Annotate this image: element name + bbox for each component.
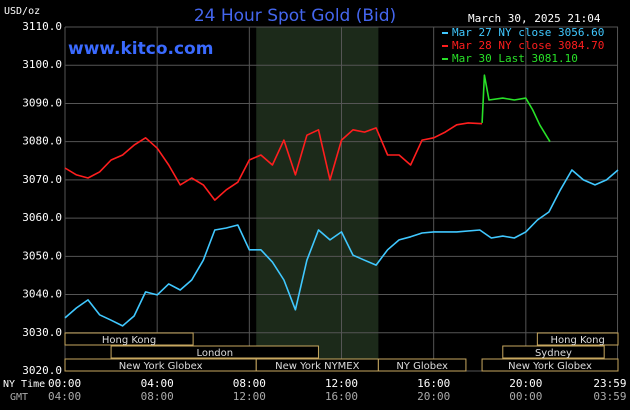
session-label: Hong Kong [550, 335, 604, 346]
y-tick-label: 3030.0 [22, 326, 62, 339]
chart-title: 24 Hour Spot Gold (Bid) [194, 6, 396, 26]
session-label: London [196, 348, 233, 359]
x-tick-label: 08:00 [233, 377, 266, 390]
session-label: New York NYMEX [275, 361, 360, 372]
y-tick-label: 3100.0 [22, 58, 62, 71]
session-label: New York Globex [119, 361, 203, 372]
x-tick-label: 23:59 [593, 377, 626, 390]
y-tick-label: 3090.0 [22, 96, 62, 109]
x2-tick-label: 03:59 [593, 390, 626, 403]
legend-label: Mar 28 NY close 3084.70 [452, 39, 604, 52]
session-box [64, 332, 194, 346]
series-line [64, 122, 483, 201]
session-label: Sydney [535, 348, 572, 359]
timestamp: March 30, 2025 21:04 [468, 12, 601, 25]
x-tick-label: 20:00 [509, 377, 542, 390]
legend-label: Mar 27 NY close 3056.60 [452, 26, 604, 39]
x-tick-label: 12:00 [325, 377, 358, 390]
legend-label: Mar 30 Last 3081.10 [452, 52, 578, 65]
x2-tick-label: 08:00 [141, 390, 174, 403]
session-box [536, 332, 619, 346]
session-box [110, 345, 319, 359]
x2-tick-label: 12:00 [233, 390, 266, 403]
x-tick-label: 00:00 [48, 377, 81, 390]
y-tick-label: 3060.0 [22, 211, 62, 224]
session-label: NY Globex [396, 361, 448, 372]
series-line [64, 169, 619, 327]
x-tick-label: 04:00 [141, 377, 174, 390]
unit-label: USD/oz [4, 6, 40, 17]
y-tick-label: 3110.0 [22, 20, 62, 33]
session-box [377, 358, 467, 372]
x2-row-label: GMT [10, 392, 28, 403]
y-tick-label: 3040.0 [22, 288, 62, 301]
x2-tick-label: 20:00 [417, 390, 450, 403]
y-tick-label: 3080.0 [22, 135, 62, 148]
session-label: Hong Kong [102, 335, 156, 346]
x2-tick-label: 00:00 [509, 390, 542, 403]
x2-tick-label: 16:00 [325, 390, 358, 403]
session-box [481, 358, 619, 372]
y-tick-label: 3020.0 [22, 364, 62, 377]
x-tick-label: 16:00 [417, 377, 450, 390]
y-tick-label: 3070.0 [22, 173, 62, 186]
session-label: New York Globex [508, 361, 592, 372]
x-row-label: NY Time [3, 379, 45, 390]
session-box [502, 345, 605, 359]
watermark: www.kitco.com [68, 39, 213, 59]
y-tick-label: 3050.0 [22, 249, 62, 262]
x2-tick-label: 04:00 [48, 390, 81, 403]
session-highlight [256, 27, 379, 371]
series-line [481, 74, 551, 143]
